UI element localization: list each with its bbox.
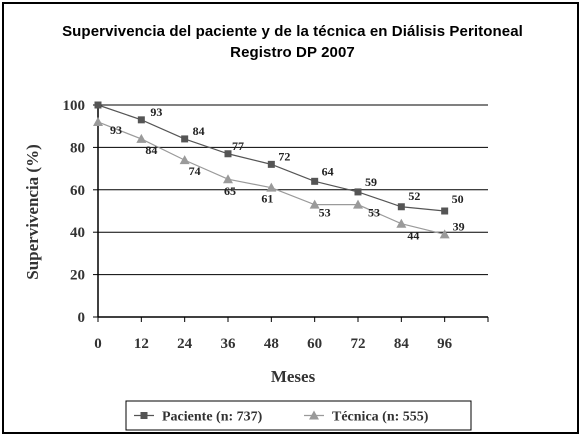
series-line	[97, 121, 445, 235]
data-point	[179, 155, 190, 165]
legend-triangle-icon	[309, 410, 319, 420]
data-label: 53	[368, 206, 380, 220]
data-label: 93	[110, 123, 122, 137]
y-tick-label-40: 40	[70, 225, 85, 241]
data-point	[311, 177, 319, 185]
chart-subtitle: Registro DP 2007	[230, 44, 355, 61]
x-tick-label-60: 60	[307, 336, 322, 352]
series-layer	[93, 101, 450, 239]
y-tick-label-60: 60	[70, 183, 85, 199]
y-tick-label-0: 0	[78, 310, 86, 326]
axes: 0 20 40 60 80 100 0 12 24 36 48 60 72 84 96	[63, 98, 489, 352]
data-point	[267, 160, 275, 168]
series-tecnica	[93, 116, 450, 239]
data-label: 52	[408, 189, 420, 203]
legend-square-icon	[140, 412, 148, 419]
y-tick-label-20: 20	[70, 268, 85, 284]
data-point	[136, 133, 147, 143]
legend: Paciente (n: 737) Técnica (n: 555)	[125, 400, 472, 431]
data-label: 59	[365, 175, 377, 189]
data-point	[223, 174, 233, 184]
data-label: 64	[322, 164, 334, 178]
data-label: 77	[232, 139, 244, 153]
data-label: 84	[193, 124, 205, 138]
data-point	[181, 135, 189, 143]
legend-label: Paciente (n: 737)	[162, 410, 263, 425]
y-tick-label-80: 80	[70, 140, 85, 156]
data-point	[354, 188, 362, 196]
data-point	[266, 182, 277, 192]
data-point	[353, 199, 363, 209]
data-label: 50	[452, 192, 464, 206]
data-point	[224, 150, 232, 158]
x-tick-label-84: 84	[394, 336, 410, 352]
x-tick-label-96: 96	[437, 336, 453, 352]
data-point	[94, 101, 102, 109]
legend-label: Técnica (n: 555)	[332, 410, 429, 425]
data-point	[397, 203, 405, 211]
legend-box	[125, 400, 472, 431]
x-tick-label-36: 36	[221, 336, 237, 352]
gridlines	[98, 104, 488, 276]
x-tick-label-72: 72	[351, 336, 366, 352]
y-tick-label-100: 100	[63, 98, 86, 114]
y-axis-label: Supervivencia (%)	[23, 144, 42, 280]
data-label: 74	[189, 164, 201, 178]
data-label: 53	[319, 206, 331, 220]
data-label: 65	[224, 184, 236, 198]
data-labels: 93 84 77 72 64 59 52 50 93 84 74 65 61 53 53 44 39	[110, 105, 465, 243]
data-label: 39	[453, 219, 465, 233]
x-axis-label: Meses	[271, 367, 316, 386]
data-point	[396, 218, 407, 228]
x-tick-label-48: 48	[264, 336, 279, 352]
data-point	[137, 116, 145, 124]
data-point	[439, 229, 450, 239]
data-point	[309, 199, 320, 209]
data-label: 72	[278, 149, 290, 163]
series-paciente	[94, 101, 449, 215]
x-tick-label-0: 0	[94, 336, 102, 352]
data-label: 84	[145, 143, 157, 157]
data-label: 93	[150, 105, 162, 119]
data-point	[441, 207, 449, 215]
x-tick-label-12: 12	[134, 336, 149, 352]
x-tick-label-24: 24	[177, 336, 193, 352]
chart-title: Supervivencia del paciente y de la técni…	[62, 23, 523, 40]
data-label: 61	[261, 192, 273, 206]
data-label: 44	[407, 229, 419, 243]
data-point	[93, 116, 103, 126]
